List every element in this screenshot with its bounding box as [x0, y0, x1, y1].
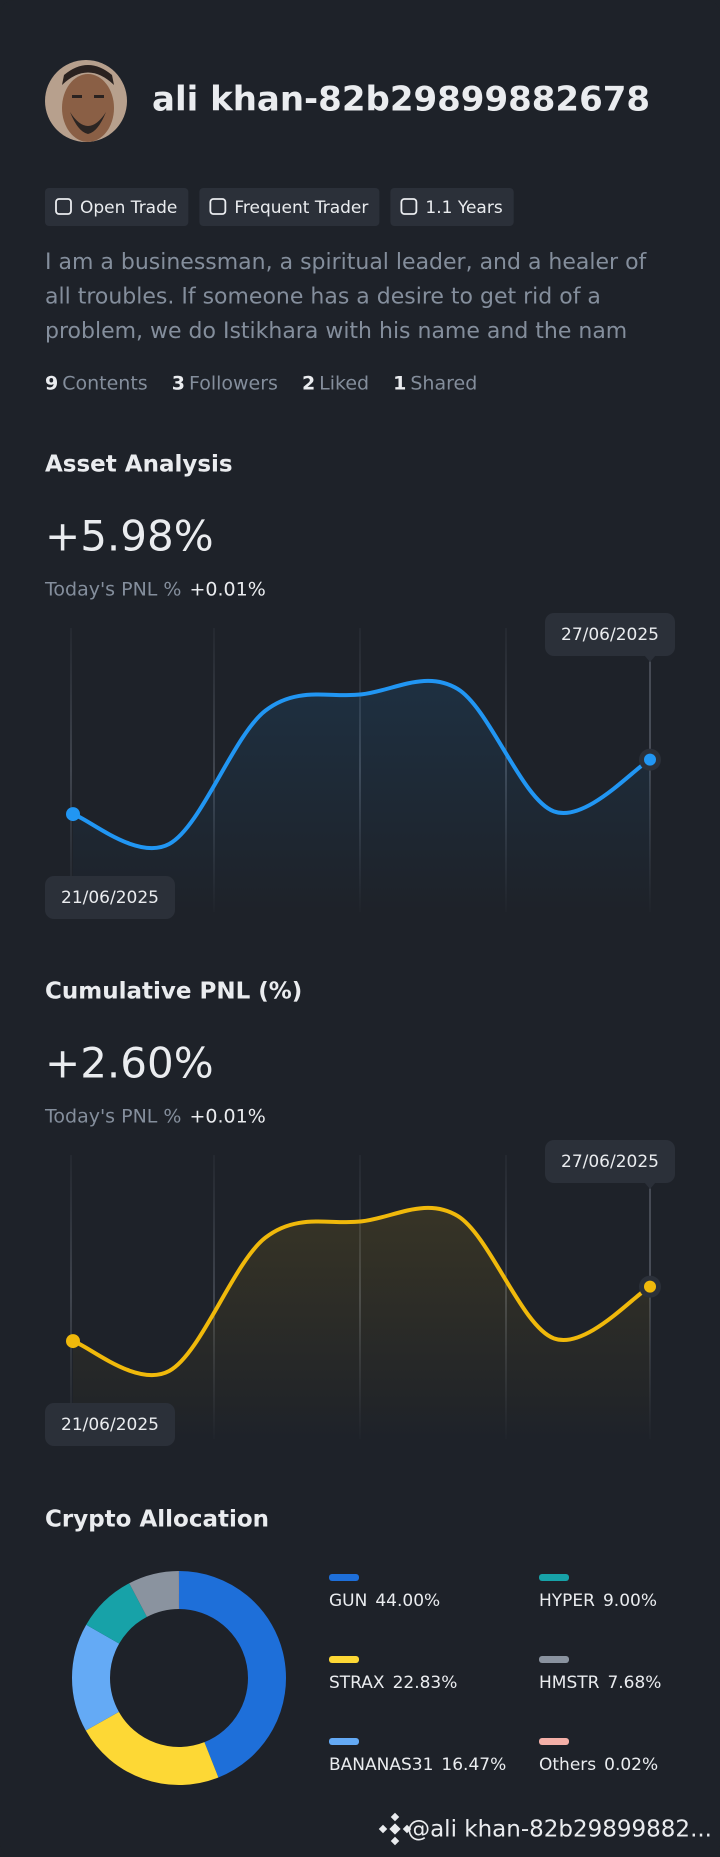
headline-value: +5.98%	[45, 512, 214, 561]
legend-name: GUN	[329, 1591, 367, 1611]
donut-segment[interactable]	[85, 1711, 219, 1785]
pnl-value: +0.01%	[189, 579, 265, 601]
tag-label: Frequent Trader	[234, 198, 368, 218]
tag-icon	[55, 198, 72, 215]
legend-entry: GUN 44.00%	[329, 1591, 440, 1611]
legend-entry: STRAX 22.83%	[329, 1673, 457, 1693]
stat-count: 2	[302, 373, 315, 395]
legend-name: Others	[539, 1755, 596, 1775]
legend-swatch	[539, 1574, 569, 1581]
legend-entry: HMSTR 7.68%	[539, 1673, 661, 1693]
pnl-value: +0.01%	[189, 1106, 265, 1128]
legend-swatch	[539, 1656, 569, 1663]
vertical-guide	[70, 1155, 72, 1439]
legend-value: 16.47%	[441, 1755, 506, 1775]
tooltip-date: 27/06/2025	[561, 625, 659, 645]
tooltip-date: 21/06/2025	[61, 888, 159, 908]
vertical-guide	[213, 628, 215, 912]
line	[71, 1205, 652, 1378]
tag[interactable]: Open Trade	[45, 188, 189, 226]
legend-value: 0.02%	[604, 1755, 658, 1775]
vertical-guide	[213, 1155, 215, 1439]
tag-bg	[390, 188, 514, 226]
tooltip-bg	[45, 876, 175, 919]
legend-name: HYPER	[539, 1591, 595, 1611]
watermark: @ali khan-82b29899882...	[378, 1812, 712, 1846]
legend-swatch	[329, 1574, 359, 1581]
legend-entry: Others 0.02%	[539, 1755, 658, 1775]
legend-name: STRAX	[329, 1673, 385, 1693]
legend-value: 9.00%	[603, 1591, 657, 1611]
stat-count: 9	[45, 373, 58, 395]
tag[interactable]: Frequent Trader	[199, 188, 380, 226]
line-chart-section: Cumulative PNL (%) +2.60% Today's PNL % +0.…	[44, 979, 675, 1446]
headline-value: +2.60%	[45, 1039, 214, 1088]
stat-label[interactable]: Liked	[319, 373, 369, 395]
legend-entry: HYPER 9.00%	[539, 1591, 657, 1611]
end-point	[644, 753, 656, 766]
bio-line: problem, we do Istikhara with his name a…	[45, 319, 627, 344]
line-chart-section: Asset Analysis +5.98% Today's PNL % +0.01% 2…	[44, 452, 675, 919]
stat-count: 1	[393, 373, 406, 395]
start-point	[66, 807, 80, 822]
allocation-section: Crypto Allocation GUN 44.00% STRAX 22.83% BAN…	[45, 1507, 661, 1785]
legend-swatch	[329, 1656, 359, 1663]
stat-label[interactable]: Contents	[62, 373, 147, 395]
profile-name: ali khan-82b29899882678	[152, 80, 650, 120]
area-fill	[73, 680, 650, 912]
tooltip-date: 27/06/2025	[561, 1152, 659, 1172]
vertical-guide	[70, 628, 72, 912]
tag-icon	[400, 198, 418, 215]
stat-count: 3	[172, 373, 185, 395]
legend-swatch	[539, 1738, 569, 1745]
tooltip-bg	[545, 1140, 675, 1183]
legend-name: BANANAS31	[329, 1755, 433, 1775]
donut-segment[interactable]	[72, 1624, 120, 1731]
legend-swatch	[329, 1738, 359, 1745]
bio-line: all troubles. If someone has a desire to…	[45, 285, 601, 310]
donut-segment[interactable]	[178, 1571, 286, 1778]
end-point	[644, 1280, 656, 1293]
section-title: Cumulative PNL (%)	[45, 979, 302, 1005]
legend-name: HMSTR	[539, 1673, 600, 1693]
tag-label: 1.1 Years	[425, 198, 502, 218]
legend-value: 7.68%	[607, 1673, 661, 1693]
stat-label[interactable]: Shared	[410, 373, 477, 395]
legend-value: 22.83%	[393, 1673, 458, 1693]
legend-entry: BANANAS31 16.47%	[329, 1755, 506, 1775]
tag[interactable]: 1.1 Years	[390, 188, 514, 226]
avatar[interactable]	[45, 60, 127, 142]
tag-bg	[45, 188, 189, 226]
area-fill	[73, 1207, 650, 1439]
tooltip-date: 21/06/2025	[61, 1415, 159, 1435]
pnl-label: Today's PNL %	[44, 579, 181, 601]
tooltip-pointer	[644, 1182, 656, 1189]
donut-segment[interactable]	[129, 1571, 180, 1618]
bio-line: I am a businessman, a spiritual leader, …	[45, 250, 648, 275]
donut-segment[interactable]	[86, 1583, 148, 1645]
tooltip-bg	[545, 613, 675, 656]
start-point	[66, 1334, 80, 1349]
legend-value: 44.00%	[375, 1591, 440, 1611]
tag-label: Open Trade	[80, 198, 177, 218]
watermark-text: @ali khan-82b29899882...	[407, 1817, 712, 1843]
stat-label[interactable]: Followers	[189, 373, 278, 395]
section-title: Crypto Allocation	[45, 1507, 269, 1533]
line	[71, 678, 652, 851]
tooltip-bg	[45, 1403, 175, 1446]
section-title: Asset Analysis	[45, 452, 233, 478]
tag-icon	[209, 198, 227, 215]
pnl-label: Today's PNL %	[44, 1106, 181, 1128]
tooltip-pointer	[644, 655, 656, 662]
tag-bg	[199, 188, 380, 226]
